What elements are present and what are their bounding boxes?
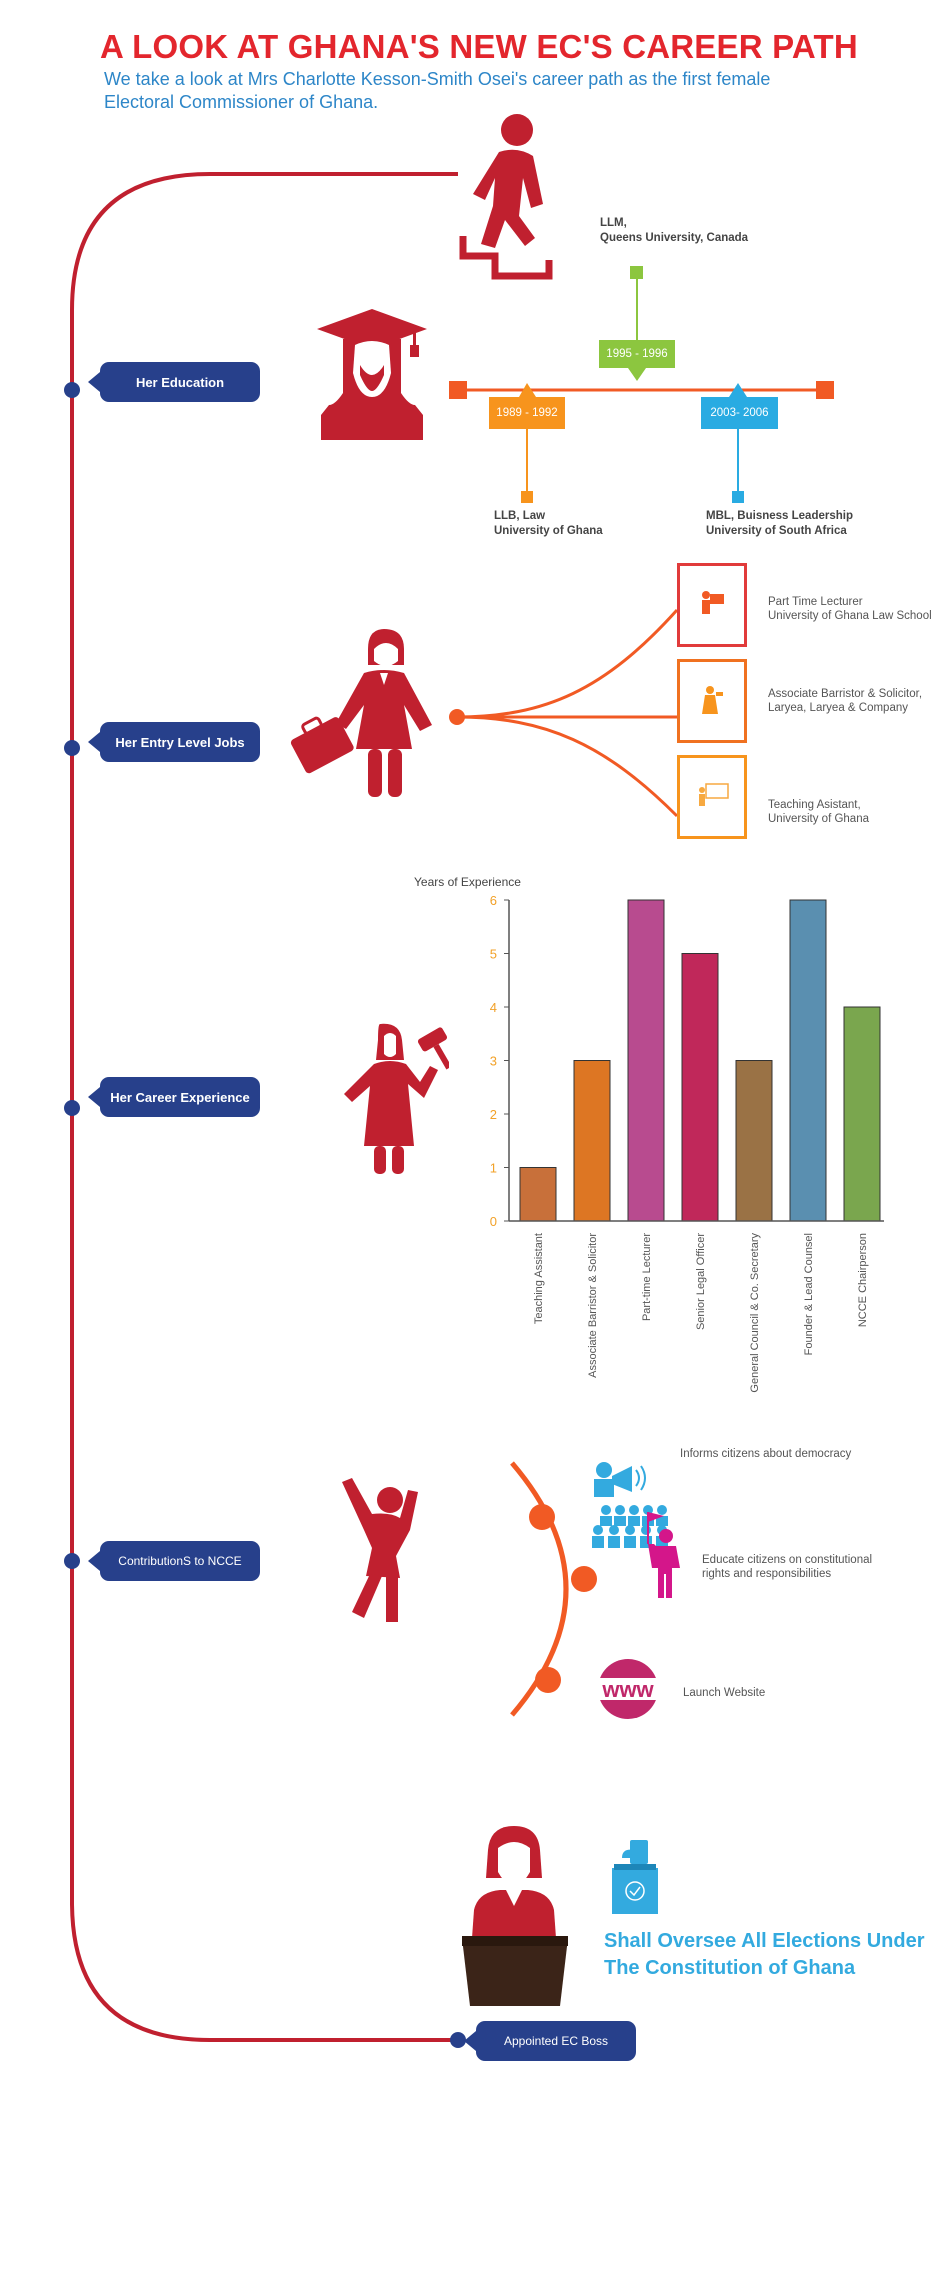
flag-person-icon — [647, 1512, 680, 1598]
teaching-board-icon — [699, 783, 729, 806]
job-teaching-org: University of Ghana — [768, 813, 869, 825]
degree-mbl: MBL, Buisness Leadership University of S… — [706, 509, 853, 539]
job-text-lecturer: Part Time Lecturer University of Ghana L… — [768, 595, 932, 623]
job-box-lecturer — [677, 563, 747, 647]
contribution-text-democracy: Informs citizens about democracy — [680, 1447, 851, 1461]
chart-y-tick-label: 3 — [490, 1054, 497, 1069]
education-years-left: 1989 - 1992 — [496, 407, 558, 419]
job-text-barrister: Associate Barristor & Solicitor, Laryea,… — [768, 687, 922, 715]
degree-llb-title: LLB, Law — [494, 510, 546, 522]
chart-x-tick-label: Founder & Lead Counsel — [803, 1233, 815, 1355]
chart-x-tick-label: NCCE Chairperson — [857, 1233, 869, 1327]
graduate-icon — [317, 309, 427, 440]
contribution-website-line1: Launch Website — [683, 1687, 766, 1699]
timeline-dot-contributions — [64, 1553, 80, 1569]
degree-llm-school: Queens University, Canada — [600, 232, 749, 244]
chart-bar — [627, 899, 665, 1222]
job-box-teaching — [677, 755, 747, 839]
chart-y-axis-label: Years of Experience — [414, 875, 521, 889]
job-lecturer-org: University of Ghana Law School — [768, 610, 932, 622]
chart-x-tick-label: Senior Legal Officer — [695, 1233, 707, 1330]
page-subtitle: We take a look at Mrs Charlotte Kesson-S… — [104, 69, 771, 112]
contribution-text-educate: Educate citizens on constitutional right… — [702, 1553, 872, 1581]
degree-mbl-school: University of South Africa — [706, 525, 847, 537]
climbing-stairs-icon — [459, 114, 553, 280]
barrister-icon — [702, 686, 723, 714]
education-years-top: 1995 - 1996 — [606, 348, 668, 360]
section-pill-appointed: Appointed EC Boss — [464, 2021, 636, 2061]
chart-y-tick-label: 5 — [490, 947, 497, 962]
chart-x-tick-label: Teaching Assistant — [533, 1233, 545, 1324]
section-label-contributions: ContributionS to NCCE — [118, 1554, 242, 1568]
chart-y-tick-label: 0 — [490, 1214, 497, 1229]
www-label: www — [601, 1677, 654, 1702]
chart-bar — [573, 1060, 611, 1222]
contribution-democracy-line1: Informs citizens about democracy — [680, 1448, 852, 1460]
contributions-arc — [510, 1461, 597, 1717]
education-timeline — [449, 266, 834, 503]
degree-mbl-title: MBL, Buisness Leadership — [706, 510, 853, 522]
job-lecturer-title: Part Time Lecturer — [768, 596, 863, 608]
section-label-appointed: Appointed EC Boss — [503, 2034, 609, 2048]
businesswoman-briefcase-icon — [290, 629, 432, 797]
chart-bar — [735, 1060, 773, 1222]
degree-llm: LLM, Queens University, Canada — [600, 216, 748, 246]
judge-gavel-icon — [344, 1023, 449, 1174]
degree-llb: LLB, Law University of Ghana — [494, 509, 603, 539]
chart-bar — [789, 899, 827, 1222]
cheering-person-icon — [342, 1478, 418, 1622]
section-pill-career: Her Career Experience — [88, 1077, 260, 1117]
ec-heading: Shall Oversee All Elections Under The Co… — [604, 1928, 944, 1982]
ec-heading-line2: The Constitution of Ghana — [604, 1957, 856, 1979]
chart-y-tick-label: 2 — [490, 1107, 497, 1122]
degree-llm-title: LLM, — [600, 217, 627, 229]
timeline-dot-education — [64, 382, 80, 398]
chart-y-tick-label: 6 — [490, 893, 497, 908]
job-text-teaching: Teaching Asistant, University of Ghana — [768, 798, 869, 826]
job-box-barrister — [677, 659, 747, 743]
chart-y-tick-label: 4 — [490, 1000, 497, 1015]
timeline-dot-entry — [64, 740, 80, 756]
chart-x-tick-label: General Council & Co. Secretary — [749, 1233, 761, 1393]
section-label-education: Her Education — [135, 374, 225, 390]
chart-bar — [843, 1006, 881, 1222]
contribution-text-website: Launch Website — [683, 1686, 765, 1700]
timeline-dot-career — [64, 1100, 80, 1116]
chart-bar — [519, 1167, 557, 1222]
timeline-dot-appointed — [450, 2032, 466, 2048]
chart-y-tick-label: 1 — [490, 1161, 497, 1176]
chart-x-tick-label: Part-time Lecturer — [641, 1233, 653, 1321]
job-barrister-title: Associate Barristor & Solicitor, — [768, 688, 923, 700]
section-label-career: Her Career Experience — [110, 1089, 250, 1105]
career-bar-chart: Years of Experience 0 1 2 3 4 5 6 Teaching Ass… — [414, 875, 884, 1393]
job-barrister-org: Laryea, Laryea & Company — [768, 702, 908, 714]
education-years-right: 2003- 2006 — [710, 407, 769, 419]
www-globe-icon: www — [592, 1659, 664, 1719]
contribution-educate-line2: rights and responsibilities — [702, 1568, 832, 1580]
job-teaching-title: Teaching Asistant, — [768, 799, 861, 811]
lecturer-icon — [702, 591, 724, 614]
page-title: A LOOK AT GHANA'S NEW EC'S CAREER PATH — [100, 28, 858, 65]
chart-bar — [681, 953, 719, 1222]
ballot-box-icon — [612, 1840, 658, 1914]
section-pill-contributions: ContributionS to NCCE — [88, 1541, 260, 1581]
entry-jobs-connectors — [449, 608, 679, 818]
section-label-entry-jobs: Her Entry Level Jobs — [115, 734, 245, 750]
degree-llb-school: University of Ghana — [494, 525, 603, 537]
ec-heading-line1: Shall Oversee All Elections Under — [604, 1930, 925, 1952]
contribution-educate-line1: Educate citizens on constitutional — [702, 1554, 873, 1566]
chart-x-tick-label: Associate Barristor & Solicitor — [587, 1233, 599, 1378]
section-pill-education: Her Education — [88, 362, 260, 402]
section-pill-entry-jobs: Her Entry Level Jobs — [88, 722, 260, 762]
ec-podium-speaker-icon — [462, 1826, 568, 2006]
